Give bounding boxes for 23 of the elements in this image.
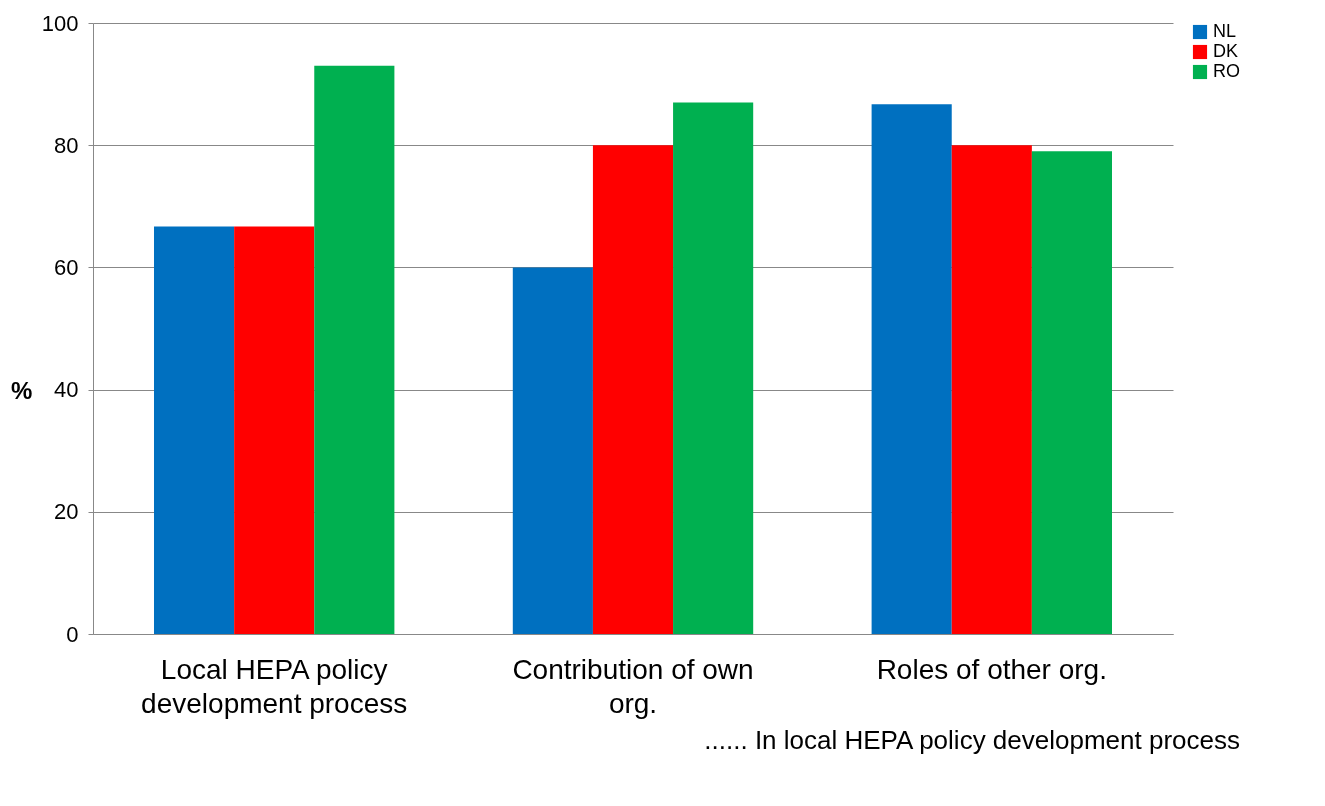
text: ...... In local HEPA policy development process — [704, 725, 1240, 755]
bar — [314, 65, 395, 634]
y-tick-label: 100 — [41, 10, 79, 36]
y-axis-title: % — [11, 376, 33, 404]
x-tick-label: Roles of other org. — [876, 653, 1107, 685]
bar — [673, 102, 754, 634]
x-tick-label: Contribution of own org. — [512, 653, 754, 719]
legend-label: DK — [1213, 41, 1239, 61]
legend-label: RO — [1213, 61, 1240, 81]
y-tick-label: 20 — [54, 499, 79, 525]
bar — [951, 145, 1032, 634]
bar — [1031, 151, 1112, 634]
y-tick-label: 40 — [54, 377, 79, 403]
y-tick-label: 60 — [54, 254, 79, 280]
bar — [154, 226, 235, 634]
bar — [512, 267, 593, 634]
bar — [592, 145, 674, 634]
y-tick-label: 0 — [66, 621, 79, 647]
x-tick-label: Local HEPA policy development process — [141, 653, 408, 719]
bar — [871, 104, 952, 634]
y-tick-label: 80 — [54, 132, 79, 158]
bar — [234, 226, 315, 634]
legend-label: NL — [1213, 21, 1237, 41]
